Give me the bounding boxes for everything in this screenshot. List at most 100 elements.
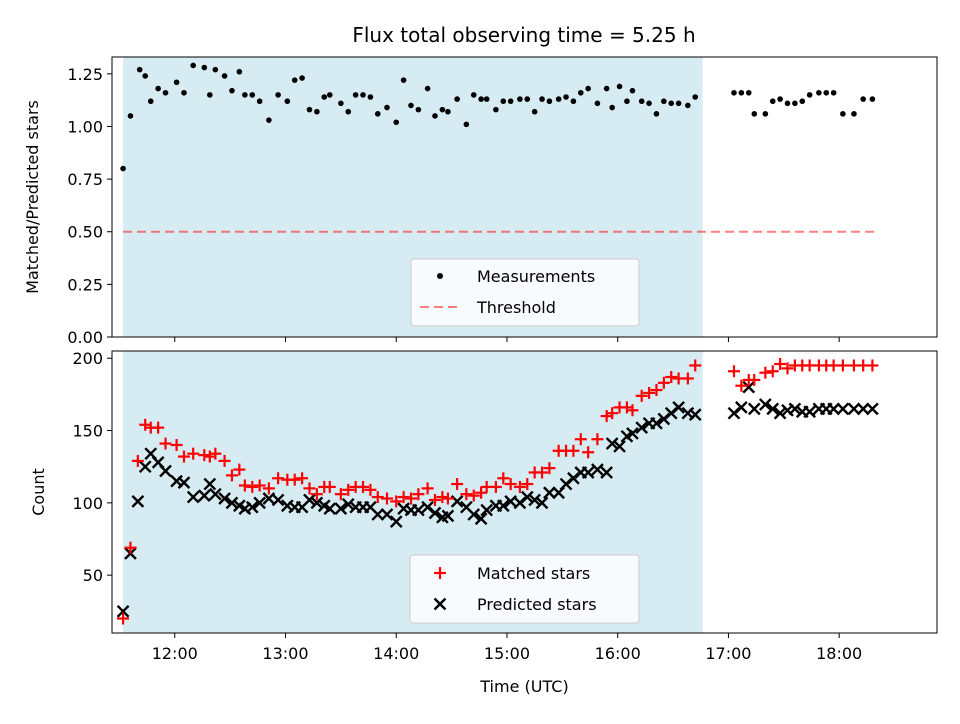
predicted-star-point — [371, 508, 385, 521]
matched-star-point — [543, 462, 556, 475]
measurement-point — [345, 108, 352, 115]
x-marker-b — [836, 402, 850, 416]
predicted-star-point — [866, 402, 879, 416]
predicted-star-point — [116, 604, 130, 618]
matched-star-point — [198, 449, 211, 462]
x-marker-b — [225, 496, 239, 510]
x-marker-b — [197, 489, 211, 502]
x-marker-b — [474, 512, 488, 526]
matched-star-point — [412, 488, 425, 501]
measurement-point — [229, 87, 235, 94]
measurement-point — [127, 113, 134, 119]
matched-star-point — [774, 358, 787, 371]
measurement-point — [120, 165, 126, 172]
x-axis-label: Time (UTC) — [479, 677, 568, 696]
matched-star-point — [159, 437, 172, 450]
predicted-star-point — [323, 502, 337, 515]
measurement-point — [823, 89, 830, 96]
matched-star-point — [766, 365, 779, 378]
bottom-y-axis-label: Count — [29, 468, 48, 516]
matched-star-point — [681, 372, 694, 385]
matched-star-point — [635, 389, 648, 402]
measurement-point — [851, 111, 857, 117]
top-y-tick-label: 1.00 — [67, 117, 103, 136]
matched-star-point — [467, 489, 480, 502]
measurement-point — [860, 96, 866, 102]
predicted-star-point — [626, 427, 639, 440]
measurement-point — [762, 111, 769, 117]
matched-star-point — [781, 362, 794, 375]
measurement-points — [120, 62, 876, 172]
measurement-point — [806, 92, 813, 98]
x-marker-b — [131, 495, 145, 508]
x-marker-b — [520, 490, 534, 504]
matched-star-point — [436, 491, 449, 504]
top-y-tick-label: 0.25 — [67, 275, 103, 294]
measurement-point — [212, 66, 219, 73]
measurement-point — [869, 96, 876, 102]
x-marker-b — [480, 503, 494, 517]
predicted-star-point — [766, 402, 780, 416]
measurement-point — [173, 79, 180, 86]
matched-star-point — [735, 379, 748, 392]
x-marker-b — [613, 440, 626, 453]
measurement-point — [517, 96, 523, 102]
measurement-point — [314, 108, 320, 115]
measurement-point — [190, 62, 197, 69]
x-marker-b — [341, 497, 355, 511]
measurement-point — [136, 66, 143, 73]
measurement-point — [668, 100, 675, 107]
x-marker-b — [773, 406, 787, 420]
x-marker-b — [380, 508, 394, 521]
x-marker-b — [866, 402, 879, 416]
matched-star-point — [397, 491, 410, 504]
measurement-point — [266, 117, 272, 123]
measurement-point — [367, 94, 374, 100]
measurement-point — [306, 106, 313, 113]
matched-star-point — [390, 495, 403, 508]
bottom-y-tick-label: 150 — [72, 422, 103, 441]
measurement-point — [181, 89, 187, 96]
x-marker-b — [591, 463, 604, 476]
matched-star-point — [203, 450, 216, 463]
measurement-point — [360, 92, 366, 98]
x-marker-b — [303, 493, 316, 507]
matched-star-point — [650, 384, 663, 397]
predicted-star-point — [474, 512, 488, 526]
predicted-star-point — [225, 496, 239, 510]
x-marker-b — [528, 493, 541, 507]
x-marker-b — [626, 427, 639, 440]
matched-star-point — [357, 480, 370, 493]
measurement-point — [692, 94, 699, 100]
measurement-point — [384, 104, 390, 111]
predicted-star-point — [520, 490, 534, 504]
matched-star-point — [323, 480, 336, 493]
matched-star-point — [371, 491, 384, 504]
matched-star-point — [626, 404, 639, 417]
predicted-star-point — [650, 416, 663, 430]
measurement-point — [594, 100, 601, 107]
x-marker-b — [450, 495, 464, 508]
x-marker-b — [672, 401, 685, 414]
measurement-point — [393, 119, 400, 126]
matched-star-point — [381, 492, 393, 505]
measurement-point — [524, 96, 531, 102]
measurement-point — [546, 98, 553, 105]
predicted-star-point — [218, 492, 231, 505]
matched-star-point — [404, 492, 417, 505]
x-marker-b — [371, 508, 385, 521]
x-marker-b — [600, 466, 613, 479]
measurement-point — [603, 85, 610, 92]
predicted-star-point — [735, 401, 748, 414]
x-marker-b — [310, 496, 324, 510]
measurement-point — [731, 89, 737, 96]
x-tick-label: 15:00 — [484, 644, 530, 663]
matched-star-point — [643, 386, 656, 399]
matched-star-point — [334, 488, 347, 501]
measurement-point — [577, 89, 584, 96]
top-y-tick-label: 0.00 — [67, 328, 103, 347]
matched-star-point — [303, 482, 316, 495]
predicted-star-point — [441, 509, 455, 523]
matched-star-point — [606, 407, 619, 420]
measurement-point — [616, 83, 623, 90]
